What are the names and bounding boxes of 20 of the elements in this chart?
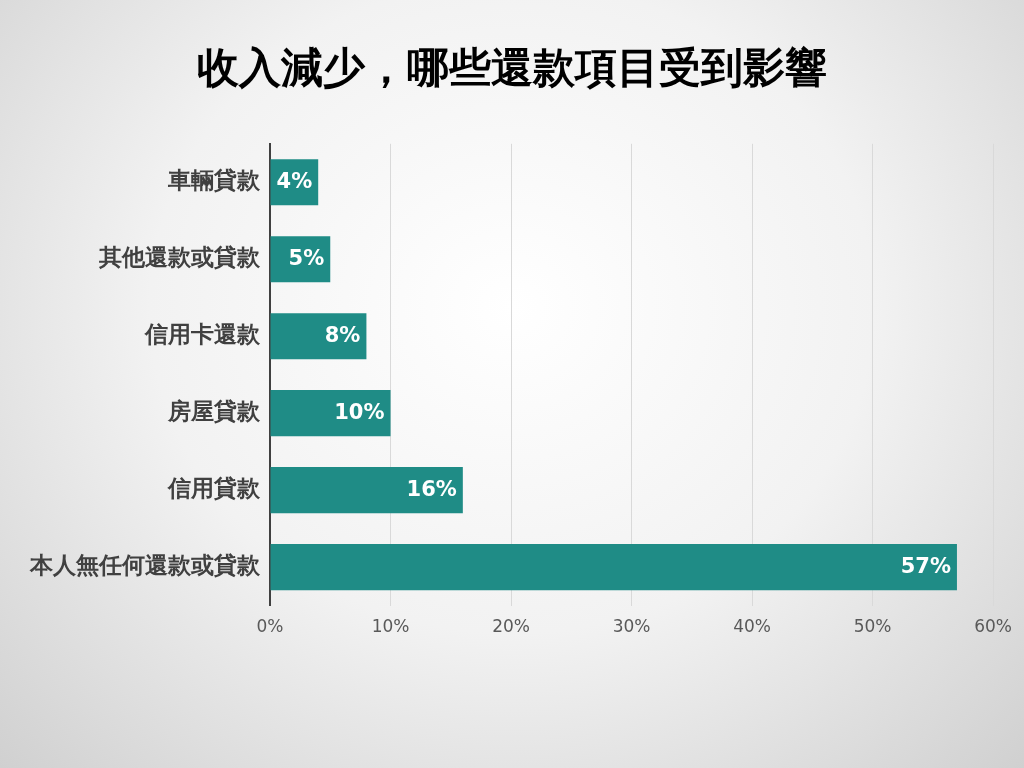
y-tick-label: 車輛貸款 [167,167,261,194]
y-tick-label: 本人無任何還款或貸款 [29,552,261,579]
x-tick-label: 40% [733,616,771,637]
y-tick-label: 其他還款或貸款 [98,244,261,271]
data-label: 16% [406,476,457,501]
x-tick-label: 60% [974,616,1013,637]
y-tick-label: 房屋貸款 [167,398,261,425]
x-tick-label: 30% [612,616,651,637]
data-label: 10% [334,399,385,424]
y-tick-label: 信用卡還款 [144,321,261,348]
data-label: 5% [288,245,325,270]
data-label: 8% [324,322,361,347]
x-tick-label: 0% [256,616,284,637]
data-label: 57% [900,553,951,578]
x-tick-label: 20% [492,616,530,637]
chart-title: 收入減少，哪些還款項目受到影響 [196,42,828,94]
y-tick-label: 信用貸款 [167,475,261,502]
data-label: 4% [276,168,313,193]
x-tick-label: 10% [371,616,410,637]
x-tick-label: 50% [853,616,892,637]
